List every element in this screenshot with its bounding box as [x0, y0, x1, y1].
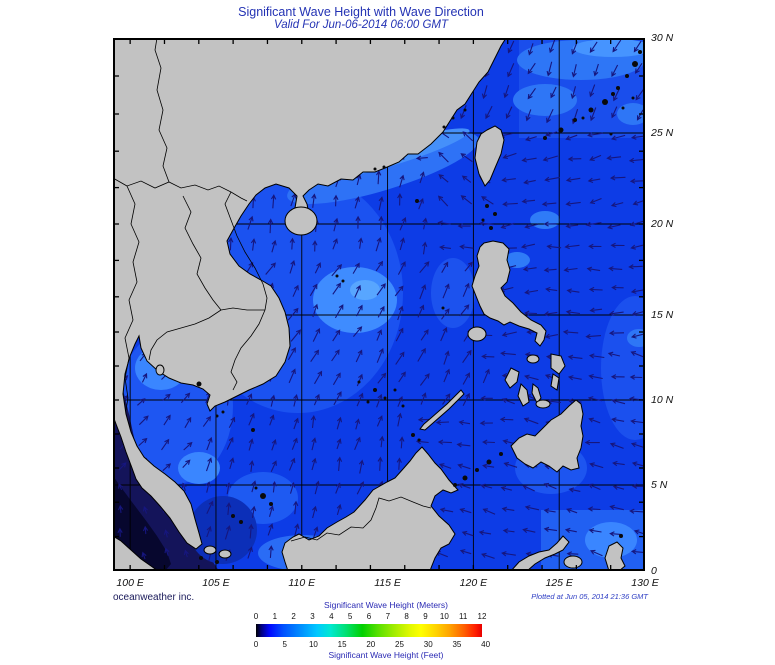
- legend-meters-tick: 1: [272, 612, 278, 621]
- legend-feet-tick: 40: [481, 640, 491, 649]
- legend-title-meters: Significant Wave Height (Meters): [324, 600, 448, 610]
- legend-title-feet: Significant Wave Height (Feet): [328, 650, 444, 660]
- legend-feet-tick: 30: [423, 640, 433, 649]
- lat-axis-label: 0: [651, 565, 657, 577]
- legend-meters-tick: 6: [366, 612, 372, 621]
- lon-axis-label: 110 E: [288, 577, 316, 589]
- lon-axis-label: 130 E: [631, 577, 659, 589]
- lon-axis-label: 105 E: [202, 577, 230, 589]
- legend-meters-tick: 0: [253, 612, 259, 621]
- legend-meters-tick: 7: [385, 612, 391, 621]
- legend-meters-tick: 9: [423, 612, 428, 621]
- legend-feet-tick: 25: [395, 640, 404, 649]
- legend-meters-tick: 12: [477, 612, 487, 621]
- legend-meters-tick: 2: [291, 612, 296, 621]
- lon-axis-label: 125 E: [545, 577, 573, 589]
- legend-colorbar: [256, 624, 482, 637]
- legend-feet-tick: 15: [337, 640, 347, 649]
- lat-axis-label: 10 N: [651, 394, 674, 406]
- legend-feet-tick: 0: [253, 640, 259, 649]
- legend-meters-tick: 8: [404, 612, 409, 621]
- lon-axis-label: 100 E: [116, 577, 144, 589]
- plotted-at-text: Plotted at Jun 05, 2014 21:36 GMT: [531, 592, 648, 601]
- legend-meters-tick: 4: [329, 612, 334, 621]
- lat-axis-label: 30 N: [651, 32, 674, 44]
- map-frame: [113, 38, 645, 571]
- lon-axis-label: 120 E: [459, 577, 488, 589]
- legend-meters-tick: 10: [439, 612, 449, 621]
- lat-axis-label: 5 N: [651, 479, 668, 491]
- legend-feet-tick: 5: [282, 640, 287, 649]
- wave-map: [113, 37, 646, 572]
- map-svg: [113, 37, 646, 572]
- island-dots-layer: [196, 50, 642, 564]
- credit-text: oceanweather inc.: [113, 592, 195, 603]
- lat-axis-label: 20 N: [651, 218, 674, 230]
- lat-axis-label: 25 N: [651, 127, 674, 139]
- land-layer: [113, 38, 626, 571]
- legend-meters-tick: 3: [310, 612, 315, 621]
- legend-feet-tick: 20: [366, 640, 376, 649]
- page-title: Significant Wave Height with Wave Direct…: [238, 5, 484, 19]
- legend-feet-tick: 10: [308, 640, 318, 649]
- legend-meters-tick: 11: [459, 612, 468, 621]
- legend-meters-tick: 5: [347, 612, 353, 621]
- legend-feet-tick: 35: [452, 640, 462, 649]
- lon-axis-label: 115 E: [374, 577, 401, 589]
- country-border-layer: [113, 38, 432, 542]
- valid-time-subtitle: Valid For Jun-06-2014 06:00 GMT: [273, 19, 449, 31]
- lat-axis-label: 15 N: [651, 309, 674, 321]
